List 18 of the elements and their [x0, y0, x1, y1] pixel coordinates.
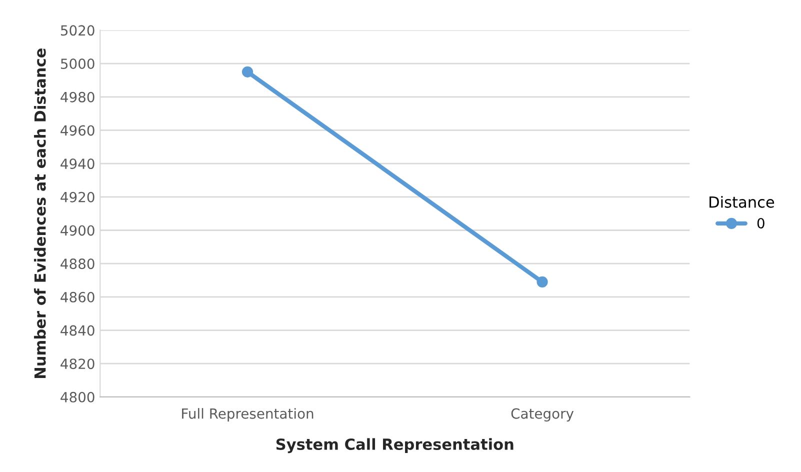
y-tick-label: 4880 [60, 258, 94, 270]
x-axis-title: System Call Representation [276, 438, 514, 454]
y-tick-label: 4860 [60, 292, 94, 302]
y-axis-title: Number of Evidences at each Distance [34, 48, 46, 378]
x-tick-label: Full Representation [182, 408, 314, 422]
y-tick-label: 4800 [60, 392, 94, 402]
legend-title: Distance [710, 196, 774, 208]
y-tick-label: 4840 [60, 325, 94, 336]
y-tick-label: 4900 [60, 225, 94, 236]
legend-label: 0 [757, 218, 764, 228]
x-tick-label: Category [511, 408, 574, 422]
y-tick-label: 4920 [60, 192, 94, 202]
y-tick-label: 4940 [60, 158, 94, 170]
y-tick-label: 4980 [60, 92, 94, 102]
y-tick-label: 4960 [60, 125, 94, 136]
y-tick-label: 5000 [60, 58, 94, 70]
y-tick-label: 5020 [60, 25, 94, 36]
y-tick-label: 4820 [60, 358, 94, 370]
